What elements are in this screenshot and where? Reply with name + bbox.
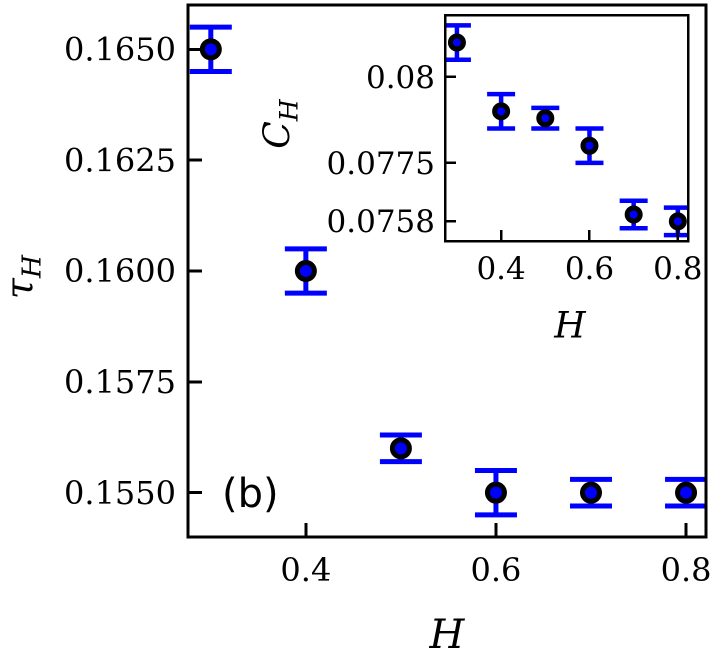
x-axis-label: H [553, 306, 586, 347]
label-text: 0.8 [661, 551, 711, 589]
data-point [619, 198, 648, 231]
x-tick-label: 0.6 [471, 551, 522, 589]
label-text: 0.1575 [64, 363, 176, 401]
label-subscript: H [275, 98, 304, 122]
label-text: 0.1600 [64, 252, 176, 290]
x-tick-label: 0.6 [565, 251, 614, 287]
inset-plot-data [445, 23, 688, 238]
data-point-marker [668, 212, 687, 231]
label-text: 0.0758 [327, 204, 435, 240]
x-tick-label: 0.4 [280, 551, 331, 589]
data-point-marker [389, 437, 412, 460]
label-text: H [429, 612, 466, 654]
label-text: H [553, 306, 586, 347]
data-point-marker [492, 102, 511, 121]
main-plot-data [189, 24, 706, 518]
data-point-marker [484, 481, 507, 504]
data-point [474, 468, 517, 518]
data-point [487, 91, 516, 131]
main-plot: 0.4 0.6 0.8 0.1550 0.1575 0.1600 0.1625 0.1650 H… [0, 3, 711, 654]
label-text: 0.6 [565, 251, 614, 287]
label-text: 0.1650 [64, 31, 176, 69]
data-point [575, 126, 604, 166]
data-point-marker [624, 205, 643, 224]
y-axis-label: τH [0, 254, 48, 299]
data-point-marker [675, 481, 698, 504]
label-text: C [258, 121, 299, 149]
x-tick-label: 0.8 [661, 551, 711, 589]
main-plot-frame [186, 3, 708, 539]
label-text: 0.08 [366, 60, 435, 96]
label-text: 0.4 [280, 551, 331, 589]
y-tick-label: 0.1575 [64, 363, 176, 401]
data-point-marker [536, 109, 555, 128]
data-point-marker [447, 33, 466, 52]
label-text: τ [0, 277, 41, 299]
label-text: 0.0775 [327, 146, 435, 182]
inset-plot-frame [443, 13, 690, 243]
data-point-marker [199, 38, 222, 61]
y-tick-label: 0.1550 [64, 474, 176, 512]
data-point [531, 105, 560, 131]
x-tick-label: 0.8 [653, 251, 702, 287]
label-subscript: H [17, 254, 48, 279]
data-point [569, 476, 612, 509]
data-point [189, 24, 232, 74]
label-text: 0.1625 [64, 141, 176, 179]
data-point [379, 432, 422, 465]
data-point-marker [294, 260, 317, 282]
y-tick-label: 0.1625 [64, 141, 176, 179]
y-tick-label: 0.08 [366, 60, 435, 96]
data-point-marker [580, 136, 599, 155]
panel-label: (b) [222, 471, 279, 517]
x-axis-label: H [429, 612, 466, 654]
data-point [665, 476, 706, 509]
y-tick-label: 0.1600 [64, 252, 176, 290]
data-point [284, 246, 327, 296]
x-tick-label: 0.4 [476, 251, 525, 287]
y-tick-label: 0.0758 [327, 204, 435, 240]
y-axis-label: CH [258, 98, 304, 149]
data-point-marker [579, 481, 602, 504]
data-point [445, 23, 471, 62]
y-tick-label: 0.1650 [64, 31, 176, 69]
label-text: 0.1550 [64, 474, 176, 512]
label-text: 0.8 [653, 251, 702, 287]
label-text: 0.4 [476, 251, 525, 287]
y-tick-label: 0.0775 [327, 146, 435, 182]
label-text: 0.6 [471, 551, 522, 589]
